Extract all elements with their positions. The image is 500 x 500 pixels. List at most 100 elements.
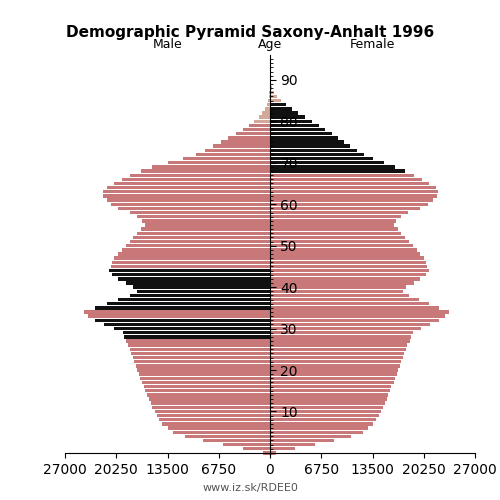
- Bar: [124, 335, 270, 338]
- Bar: [162, 422, 270, 426]
- Bar: [96, 318, 270, 322]
- Bar: [270, 294, 409, 297]
- Bar: [137, 368, 270, 372]
- Text: Female: Female: [350, 38, 395, 51]
- Bar: [270, 219, 396, 222]
- Bar: [270, 153, 364, 156]
- Bar: [268, 99, 270, 102]
- Bar: [134, 360, 270, 364]
- Bar: [270, 406, 383, 409]
- Bar: [270, 264, 427, 268]
- Bar: [270, 376, 396, 380]
- Bar: [270, 402, 384, 405]
- Bar: [144, 385, 270, 388]
- Bar: [142, 219, 270, 222]
- Bar: [270, 170, 405, 173]
- Bar: [270, 443, 315, 446]
- Bar: [154, 410, 270, 413]
- Bar: [270, 161, 384, 164]
- Bar: [270, 393, 388, 396]
- Bar: [112, 260, 270, 264]
- Bar: [126, 340, 270, 342]
- Bar: [270, 165, 394, 168]
- Bar: [270, 348, 406, 351]
- Bar: [264, 107, 270, 110]
- Bar: [244, 447, 270, 450]
- Bar: [270, 223, 394, 226]
- Bar: [141, 170, 270, 173]
- Bar: [110, 264, 270, 268]
- Bar: [270, 418, 376, 422]
- Bar: [270, 112, 298, 114]
- Bar: [270, 260, 426, 264]
- Bar: [270, 120, 312, 123]
- Bar: [270, 144, 350, 148]
- Bar: [270, 306, 438, 310]
- Bar: [270, 148, 356, 152]
- Bar: [147, 393, 270, 396]
- Bar: [270, 372, 397, 376]
- Bar: [270, 211, 408, 214]
- Bar: [137, 215, 270, 218]
- Bar: [203, 439, 270, 442]
- Bar: [270, 273, 426, 276]
- Bar: [270, 290, 403, 293]
- Bar: [146, 389, 270, 392]
- Bar: [270, 302, 428, 306]
- Bar: [270, 322, 430, 326]
- Bar: [270, 228, 398, 231]
- Bar: [270, 86, 272, 90]
- Bar: [270, 132, 332, 136]
- Bar: [270, 198, 433, 202]
- Bar: [140, 376, 270, 380]
- Bar: [270, 174, 414, 177]
- Bar: [223, 443, 270, 446]
- Bar: [144, 223, 270, 226]
- Bar: [270, 182, 430, 185]
- Bar: [270, 335, 411, 338]
- Bar: [122, 248, 270, 252]
- Bar: [114, 256, 270, 260]
- Bar: [270, 107, 292, 110]
- Bar: [134, 286, 270, 289]
- Bar: [270, 90, 274, 94]
- Bar: [263, 451, 270, 454]
- Bar: [270, 318, 438, 322]
- Bar: [270, 327, 421, 330]
- Bar: [270, 447, 295, 450]
- Bar: [151, 402, 270, 405]
- Text: www.iz.sk/RDEE0: www.iz.sk/RDEE0: [202, 482, 298, 492]
- Bar: [270, 381, 394, 384]
- Bar: [137, 290, 270, 293]
- Bar: [185, 434, 270, 438]
- Bar: [118, 252, 270, 256]
- Bar: [159, 418, 270, 422]
- Bar: [270, 430, 362, 434]
- Bar: [270, 82, 271, 86]
- Bar: [134, 236, 270, 239]
- Bar: [270, 331, 412, 334]
- Bar: [270, 298, 419, 302]
- Bar: [130, 348, 270, 351]
- Bar: [114, 327, 270, 330]
- Bar: [270, 256, 424, 260]
- Bar: [173, 430, 270, 434]
- Bar: [270, 248, 416, 252]
- Bar: [107, 186, 270, 190]
- Bar: [270, 410, 381, 413]
- Bar: [132, 356, 270, 360]
- Bar: [242, 128, 270, 132]
- Bar: [130, 211, 270, 214]
- Bar: [104, 322, 270, 326]
- Bar: [270, 314, 446, 318]
- Bar: [206, 148, 270, 152]
- Bar: [236, 132, 270, 136]
- Bar: [254, 120, 270, 123]
- Bar: [136, 364, 270, 368]
- Bar: [126, 244, 270, 248]
- Bar: [88, 314, 270, 318]
- Bar: [103, 194, 270, 198]
- Bar: [112, 273, 270, 276]
- Bar: [270, 439, 334, 442]
- Bar: [270, 157, 374, 160]
